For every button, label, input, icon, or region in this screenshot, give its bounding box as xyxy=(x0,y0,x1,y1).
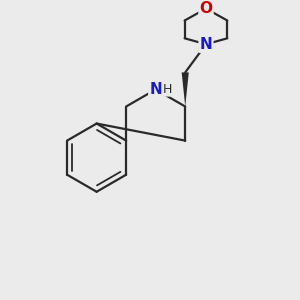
Polygon shape xyxy=(182,72,189,106)
Text: O: O xyxy=(200,1,212,16)
Text: N: N xyxy=(149,82,162,97)
Text: H: H xyxy=(162,83,172,96)
Text: N: N xyxy=(200,37,212,52)
